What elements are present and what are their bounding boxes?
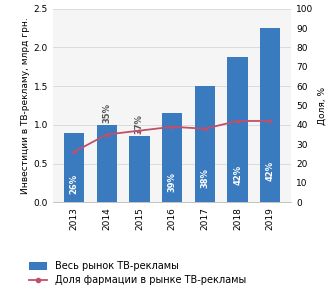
Bar [227, 57, 248, 202]
Text: 26%: 26% [70, 174, 78, 194]
Bar [129, 136, 150, 202]
Bar [162, 113, 182, 202]
Bar [97, 125, 117, 202]
Y-axis label: Инвестиции в ТВ-рекламу, млрд грн.: Инвестиции в ТВ-рекламу, млрд грн. [21, 17, 29, 194]
Text: 42%: 42% [233, 165, 242, 185]
Text: 39%: 39% [167, 172, 177, 192]
Text: 37%: 37% [135, 114, 144, 134]
Text: 42%: 42% [266, 161, 275, 181]
Bar [64, 133, 84, 202]
Text: 35%: 35% [102, 103, 111, 123]
Y-axis label: Доля, %: Доля, % [317, 86, 327, 125]
Bar [260, 28, 280, 202]
Legend: Весь рынок ТВ-рекламы, Доля фармации в рынке ТВ-рекламы: Весь рынок ТВ-рекламы, Доля фармации в р… [29, 261, 246, 285]
Bar [195, 86, 215, 202]
Text: 38%: 38% [200, 168, 209, 188]
